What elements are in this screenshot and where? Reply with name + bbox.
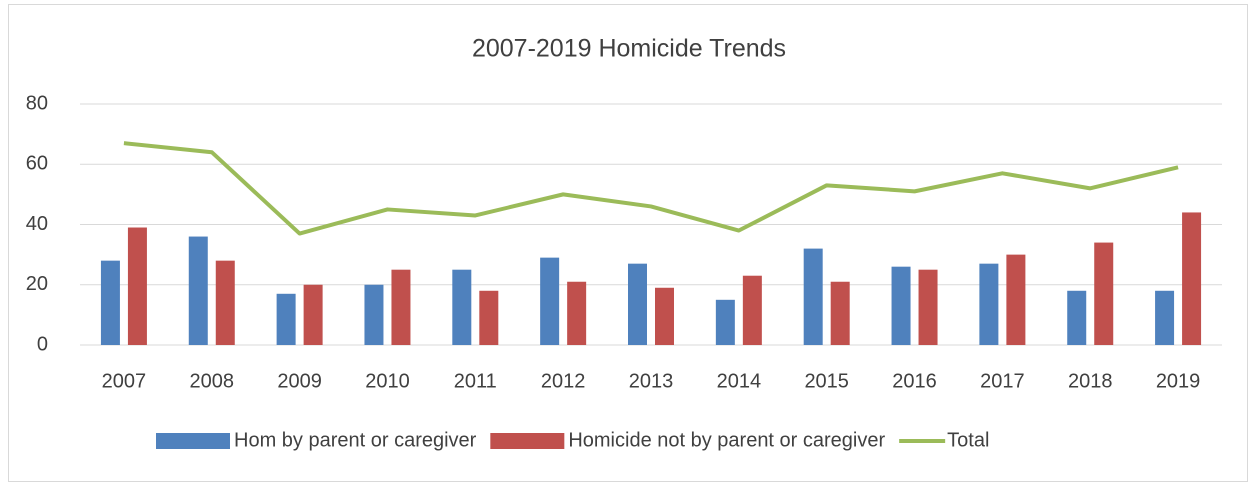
chart-title: 2007-2019 Homicide Trends — [472, 35, 786, 63]
x-tick-label: 2011 — [454, 370, 497, 392]
x-tick-label: 2015 — [804, 370, 849, 392]
bar — [742, 275, 762, 345]
x-tick-label: 2017 — [980, 370, 1025, 392]
bar — [127, 227, 147, 345]
x-tick-label: 2013 — [629, 370, 674, 392]
legend-swatch — [490, 433, 565, 449]
bar — [276, 293, 296, 345]
x-tick-label: 2016 — [892, 370, 937, 392]
legend-label: Hom by parent or caregiver — [234, 429, 477, 451]
x-tick-label: 2019 — [1156, 370, 1201, 392]
bar — [715, 299, 735, 345]
x-tick-label: 2012 — [541, 370, 586, 392]
bar — [188, 236, 208, 345]
bar — [1182, 212, 1202, 345]
bar — [100, 260, 120, 345]
x-tick-label: 2014 — [717, 370, 762, 392]
bar — [479, 290, 499, 345]
bar — [628, 263, 647, 345]
legend-label: Total — [947, 429, 989, 451]
bar — [540, 257, 560, 345]
y-tick-label: 40 — [26, 213, 48, 235]
bar — [391, 269, 411, 345]
x-tick-label: 2007 — [102, 370, 147, 392]
bar — [830, 281, 850, 345]
bar — [303, 284, 323, 345]
bar — [655, 287, 674, 345]
x-tick-label: 2018 — [1068, 370, 1113, 392]
y-tick-label: 20 — [26, 273, 48, 295]
bar — [918, 269, 938, 345]
bar — [1067, 290, 1087, 345]
bar — [452, 269, 472, 345]
x-tick-label: 2009 — [277, 370, 322, 392]
y-tick-label: 60 — [26, 153, 48, 175]
bar — [891, 266, 911, 345]
bar — [803, 248, 823, 345]
legend-swatch — [156, 433, 230, 449]
line — [123, 141, 1179, 236]
bar — [215, 260, 235, 345]
bar — [1155, 290, 1175, 345]
chart-border — [8, 4, 1248, 482]
y-tick-label: 0 — [37, 333, 48, 355]
x-tick-label: 2010 — [365, 370, 410, 392]
bar — [1094, 242, 1114, 345]
bar — [364, 284, 384, 345]
bar — [1006, 254, 1026, 345]
bar — [979, 263, 999, 345]
bar — [567, 281, 587, 345]
legend-label: Homicide not by parent or caregiver — [568, 429, 885, 451]
y-tick-label: 80 — [26, 92, 48, 114]
x-tick-label: 2008 — [190, 370, 235, 392]
